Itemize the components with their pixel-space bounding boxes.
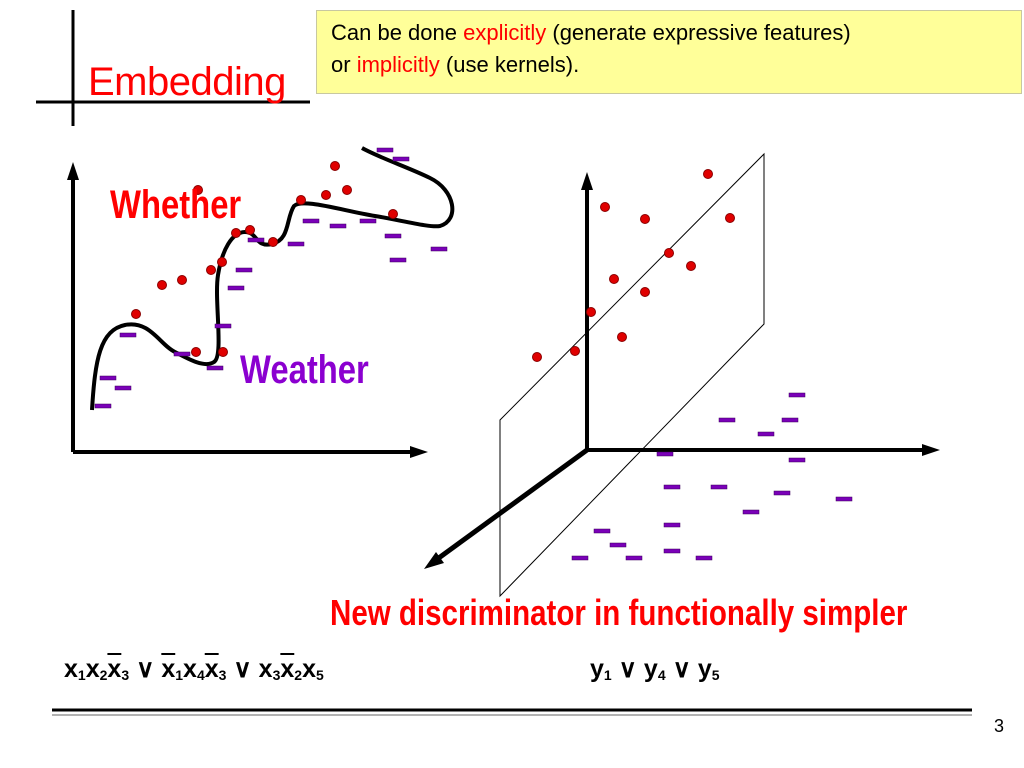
- callout-line-1: Can be done explicitly (generate express…: [331, 20, 851, 45]
- page-number: 3: [993, 716, 1004, 736]
- caption-new-discriminator: New discriminator in functionally simple…: [330, 592, 908, 633]
- left-negative-points: [94, 147, 448, 409]
- left-positive-points: [131, 161, 398, 357]
- arrowhead-right-icon: [922, 444, 940, 456]
- slide-title: Embedding: [88, 60, 286, 104]
- callout-line-2: or implicitly (use kernels).: [331, 52, 580, 77]
- right-negative-points: [571, 392, 853, 561]
- right-positive-points: [532, 169, 735, 362]
- emphasis-implicitly: implicitly: [356, 52, 440, 77]
- arrowhead-down-left-icon: [424, 552, 444, 569]
- label-whether: Whether: [110, 183, 242, 227]
- left-plot-axes: [67, 162, 428, 458]
- formula-left: x1x2x3 ∨ x1x4x3 ∨ x3x2x5: [64, 655, 324, 683]
- separating-plane: [499, 152, 765, 598]
- arrowhead-up-icon: [67, 162, 79, 180]
- formula-right: y1 ∨ y4 ∨ y5: [590, 655, 720, 683]
- emphasis-explicitly: explicitly: [463, 20, 547, 45]
- label-weather: Weather: [240, 348, 369, 392]
- callout-box: Can be done explicitly (generate express…: [316, 10, 1022, 94]
- right-plot-axes: [424, 172, 940, 569]
- arrowhead-right-icon: [410, 446, 428, 458]
- arrowhead-up-icon: [581, 172, 593, 190]
